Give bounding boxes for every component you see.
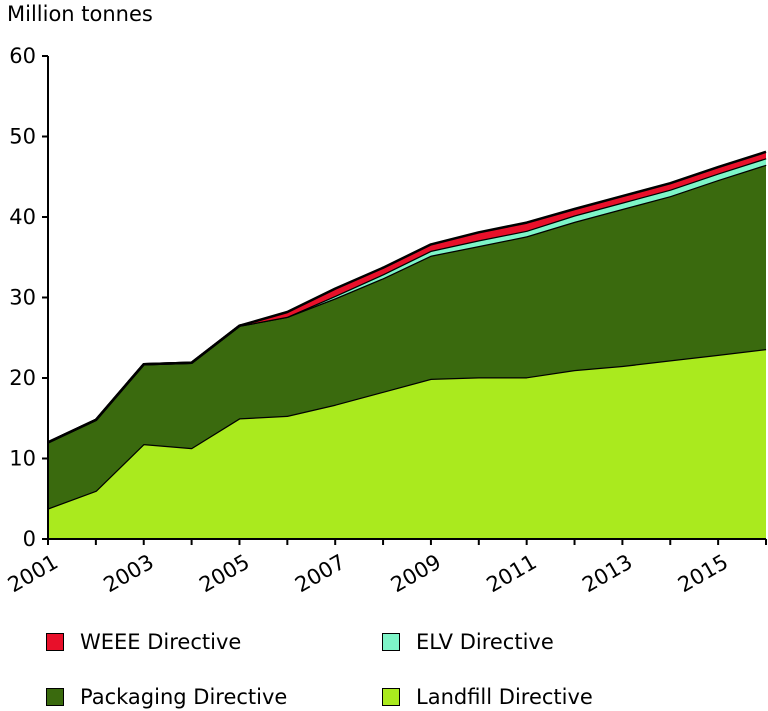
x-tick-label-2009: 2009: [387, 550, 445, 598]
y-tick-label-50: 50: [9, 125, 36, 149]
area-weee: [48, 151, 766, 443]
legend-item-landfill: Landfill Directive: [382, 685, 593, 709]
legend-label-weee: WEEE Directive: [80, 630, 242, 654]
y-axis-title: Million tonnes: [7, 2, 153, 26]
chart-area: Million tonnes 0 10 20 30 40 50 60 2001 2003 2005…: [4, 2, 767, 598]
legend-swatch-landfill: [382, 688, 400, 706]
legend-label-landfill: Landfill Directive: [416, 685, 593, 709]
line-weee: [47, 150, 767, 444]
y-tick-label-0: 0: [23, 527, 36, 551]
stacked-area-chart: 0 10 20 30 40 50 60 2001 2003 2005 2007 2009 2011 201…: [4, 44, 767, 598]
x-tick-label-2011: 2011: [482, 550, 540, 598]
legend-item-weee: WEEE Directive: [46, 630, 241, 654]
legend: WEEE Directive ELV Directive Packaging D…: [0, 620, 768, 711]
x-tick-label-2015: 2015: [674, 550, 732, 598]
legend-label-packaging: Packaging Directive: [80, 685, 288, 709]
y-tick-label-40: 40: [9, 205, 36, 229]
y-tick-label-20: 20: [9, 366, 36, 390]
legend-label-elv: ELV Directive: [416, 630, 554, 654]
y-tick-label-30: 30: [9, 286, 36, 310]
y-tick-label-60: 60: [9, 44, 36, 68]
legend-item-elv: ELV Directive: [382, 630, 554, 654]
y-tick-label-10: 10: [9, 447, 36, 471]
x-tick-label-2013: 2013: [578, 550, 636, 598]
x-tick-label-2007: 2007: [291, 550, 349, 598]
legend-item-packaging: Packaging Directive: [46, 685, 287, 709]
legend-swatch-weee: [46, 633, 64, 651]
x-tick-label-2005: 2005: [195, 550, 253, 598]
legend-swatch-elv: [382, 633, 400, 651]
area-packaging: [48, 164, 766, 509]
legend-swatch-packaging: [46, 688, 64, 706]
area-landfill: [48, 349, 766, 539]
area-elv: [48, 158, 766, 443]
x-tick-label-2001: 2001: [4, 550, 62, 598]
x-tick-label-2003: 2003: [100, 550, 158, 598]
